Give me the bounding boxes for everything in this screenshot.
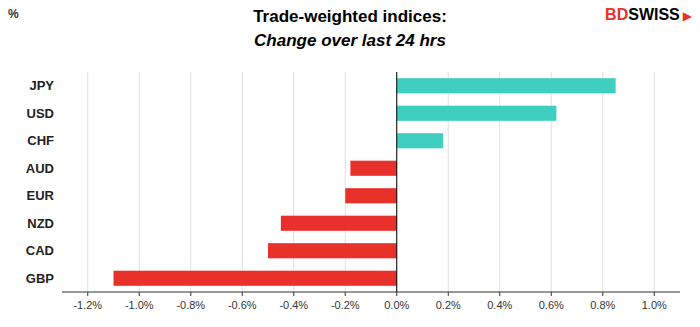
bar <box>281 216 397 231</box>
category-label: JPY <box>29 78 54 93</box>
tick-mark <box>499 292 500 296</box>
tick-label: -0.6% <box>228 299 257 311</box>
grid-line <box>448 72 449 292</box>
title: Trade-weighted indices: <box>253 7 447 26</box>
category-label: AUD <box>26 161 54 176</box>
x-axis-line <box>62 292 680 293</box>
bar <box>268 243 397 258</box>
tick-mark <box>87 292 88 296</box>
grid-line <box>396 72 397 292</box>
grid-line <box>190 72 191 292</box>
category-label: EUR <box>27 188 55 203</box>
bar <box>114 271 397 286</box>
grid-line <box>499 72 500 292</box>
bar <box>397 106 557 121</box>
logo: BDSWISS▶ <box>605 6 693 23</box>
tick-mark <box>396 292 397 296</box>
grid <box>88 72 655 292</box>
tick-label: -0.4% <box>279 299 308 311</box>
axis-label: % <box>8 7 19 21</box>
tick-label: -1.2% <box>73 299 102 311</box>
zero-line <box>396 72 397 292</box>
bar <box>397 78 616 93</box>
tick-mark <box>345 292 346 296</box>
tick-mark <box>242 292 243 296</box>
grid-line <box>345 72 346 292</box>
grid-line <box>139 72 140 292</box>
tick-mark <box>190 292 191 296</box>
grid-line <box>551 72 552 292</box>
bar <box>397 133 443 148</box>
bar <box>345 188 397 203</box>
grid-line <box>87 72 88 292</box>
tick-label: 1.0% <box>642 299 667 311</box>
tick-label: 0.2% <box>436 299 461 311</box>
tick-mark <box>293 292 294 296</box>
subtitle: Change over last 24 hrs <box>254 31 446 50</box>
category-label: CAD <box>26 243 54 258</box>
tick-label: 0.6% <box>539 299 564 311</box>
tick-label: 0.0% <box>384 299 409 311</box>
tick-label: 0.8% <box>590 299 615 311</box>
tick-mark <box>602 292 603 296</box>
category-label: USD <box>27 106 54 121</box>
tick-mark <box>139 292 140 296</box>
bars <box>114 78 616 286</box>
grid-line <box>242 72 243 292</box>
category-label: NZD <box>27 216 54 231</box>
tick-mark <box>551 292 552 296</box>
tick-mark <box>448 292 449 296</box>
grid-line <box>602 72 603 292</box>
category-label: GBP <box>26 271 55 286</box>
tick-label: 0.4% <box>487 299 512 311</box>
grid-line <box>654 72 655 292</box>
annotation: SWISS <box>628 6 680 23</box>
tick-label: -0.8% <box>176 299 205 311</box>
tick-label: -1.0% <box>125 299 154 311</box>
tick-mark <box>654 292 655 296</box>
tick-label: -0.2% <box>331 299 360 311</box>
grid-line <box>293 72 294 292</box>
bar <box>350 161 396 176</box>
annotation: BD <box>605 6 628 23</box>
annotation: ▶ <box>683 9 693 23</box>
category-label: CHF <box>27 133 54 148</box>
chart: Trade-weighted indices: Change over last … <box>0 0 700 327</box>
